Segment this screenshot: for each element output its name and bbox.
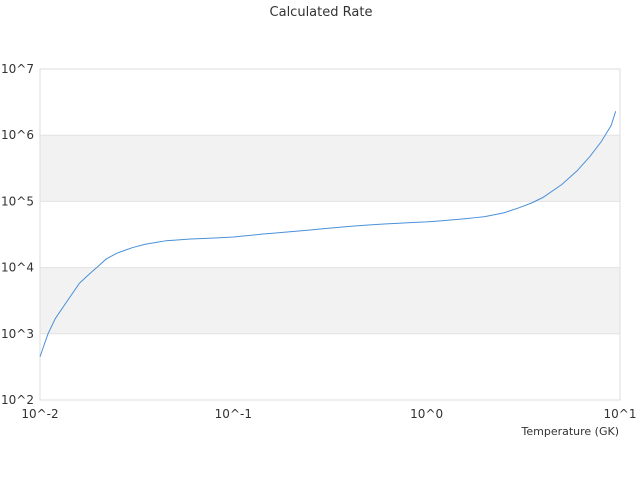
x-tick-label: 10^-1	[215, 407, 252, 421]
x-tick-label: 10^1	[604, 407, 637, 421]
chart-title: Calculated Rate	[270, 5, 373, 20]
grid-lines	[40, 68, 620, 401]
rate-line	[39, 111, 617, 357]
grid-band	[40, 135, 620, 202]
grid-band	[40, 267, 620, 334]
plot-area	[39, 68, 621, 401]
y-tick-label: 10^2	[1, 393, 34, 407]
x-axis-title: Temperature (GK)	[521, 425, 620, 438]
x-tick-label: 10^-2	[21, 407, 58, 421]
y-tick-label: 10^7	[1, 62, 34, 76]
grid-bands	[40, 135, 620, 334]
x-axis-tick-labels: 10^-2 10^-1 10^0 10^1	[21, 407, 636, 421]
y-tick-label: 10^3	[1, 327, 34, 341]
y-tick-label: 10^6	[1, 128, 34, 142]
y-tick-label: 10^5	[1, 194, 34, 208]
y-axis-tick-labels: 10^2 10^3 10^4 10^5 10^6 10^7	[1, 62, 34, 407]
y-tick-label: 10^4	[1, 261, 34, 275]
x-tick-label: 10^0	[410, 407, 443, 421]
